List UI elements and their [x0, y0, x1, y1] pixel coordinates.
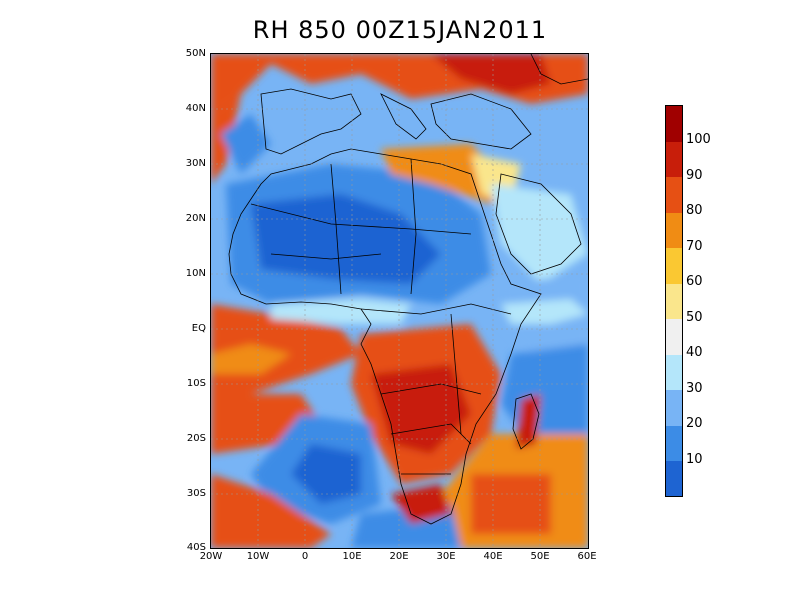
lon-label-30e: 30E — [436, 551, 456, 562]
lon-label-60e: 60E — [577, 551, 597, 562]
colorbar-segment — [666, 283, 682, 320]
colorbar-segment — [666, 425, 682, 462]
map-title: RH 850 00Z15JAN2011 — [252, 16, 548, 44]
lon-label-50e: 50E — [530, 551, 550, 562]
lon-label-40e: 40E — [483, 551, 503, 562]
colorbar-segment — [666, 460, 682, 497]
lat-label-40s: 40S — [186, 542, 206, 553]
colorbar-label: 80 — [686, 203, 703, 219]
lat-label-20n: 20N — [185, 213, 206, 224]
lat-label-10n: 10N — [185, 268, 206, 279]
lat-label-50n: 50N — [185, 48, 206, 59]
lon-label-20w: 20W — [199, 551, 223, 562]
colorbar-label: 100 — [686, 132, 711, 148]
lat-label-30n: 30N — [185, 158, 206, 169]
colorbar-label: 10 — [686, 451, 703, 467]
lat-label-40n: 40N — [185, 103, 206, 114]
colorbar-segment — [666, 247, 682, 284]
lon-label-10e: 10E — [342, 551, 362, 562]
lon-label-10w: 10W — [246, 551, 270, 562]
colorbar — [665, 105, 683, 497]
colorbar-segment — [666, 212, 682, 249]
lon-label-20e: 20E — [389, 551, 409, 562]
lon-label-0: 0 — [301, 551, 309, 562]
rh-field-map — [211, 54, 588, 548]
colorbar-segment — [666, 176, 682, 213]
colorbar-label: 20 — [686, 416, 703, 432]
lat-label-30s: 30S — [186, 488, 206, 499]
colorbar-segment — [666, 141, 682, 178]
map-panel — [210, 53, 589, 549]
colorbar-label: 90 — [686, 167, 703, 183]
colorbar-label: 30 — [686, 380, 703, 396]
colorbar-segment — [666, 354, 682, 391]
colorbar-segment — [666, 318, 682, 355]
colorbar-segment — [666, 389, 682, 426]
colorbar-label: 60 — [686, 274, 703, 290]
colorbar-label: 70 — [686, 238, 703, 254]
lat-label-eq: EQ — [191, 323, 206, 334]
colorbar-label: 40 — [686, 345, 703, 361]
colorbar-label: 50 — [686, 309, 703, 325]
lat-label-20s: 20S — [186, 433, 206, 444]
colorbar-segment — [666, 106, 682, 142]
lat-label-10s: 10S — [186, 378, 206, 389]
